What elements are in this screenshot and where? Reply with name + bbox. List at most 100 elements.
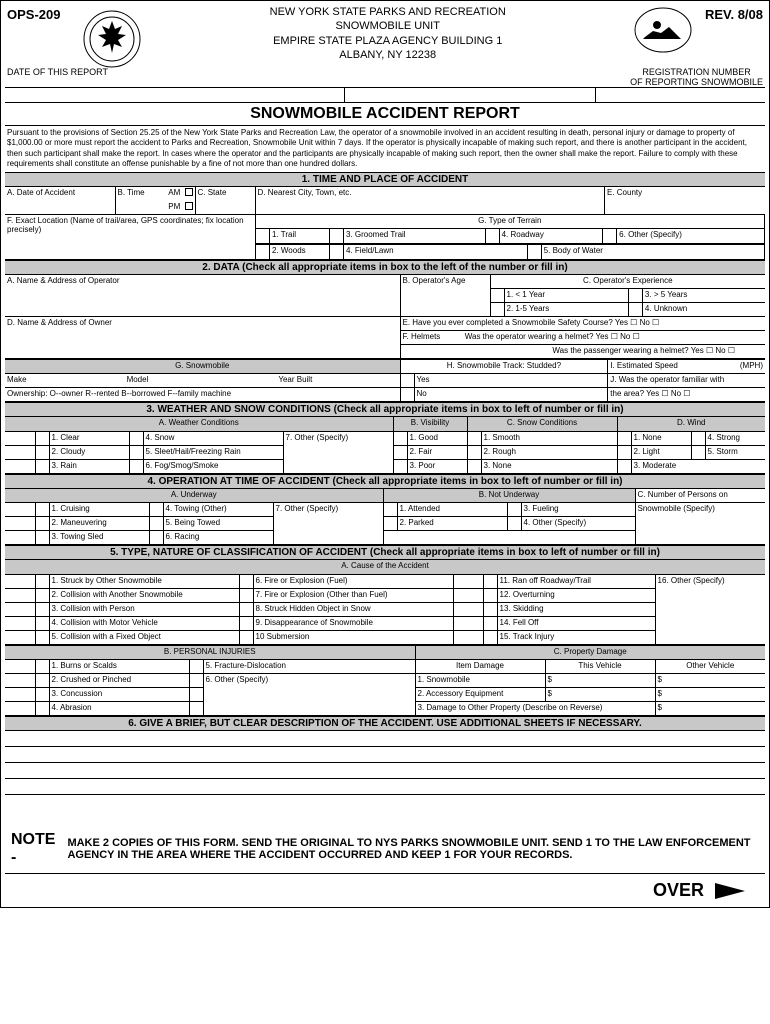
terr-2: 2. Woods: [270, 245, 330, 259]
chk[interactable]: [485, 229, 499, 243]
revision-label: REV. 8/08: [703, 5, 765, 24]
terr-7: 6. Other (Specify): [617, 229, 764, 243]
s2-yes: Yes: [414, 374, 608, 388]
reg-input-box[interactable]: [595, 88, 765, 102]
over-row: OVER: [5, 874, 765, 903]
s2-ownership[interactable]: Ownership: O--owner R--rented B--borrowe…: [5, 388, 400, 402]
s1-location[interactable]: F. Exact Location (Name of trail/area, G…: [5, 215, 255, 260]
s2-make-row[interactable]: MakeModelYear Built: [5, 374, 400, 388]
s2-g-hdr: G. Snowmobile: [5, 360, 400, 374]
s4-hc: C. Number of Persons on: [635, 489, 765, 503]
section-2-table: A. Name & Address of Operator B. Operato…: [5, 275, 765, 360]
agency-line-1: SNOWMOBILE UNIT: [142, 19, 632, 33]
section-2-snowmobile: G. Snowmobile H. Snowmobile Track: Studd…: [5, 359, 765, 402]
s1-time[interactable]: B. TimeAM: [115, 187, 195, 201]
s1-city[interactable]: D. Nearest City, Town, etc.: [255, 187, 605, 215]
desc-line[interactable]: [5, 731, 765, 747]
terr-6: 5. Body of Water: [541, 245, 764, 259]
s2-exp-hdr: C. Operator's Experience: [490, 275, 765, 289]
s4-ha: A. Underway: [5, 489, 383, 503]
form-id: OPS-209: [5, 5, 62, 24]
s3-hd: D. Wind: [617, 417, 765, 431]
terr-3: 3. Groomed Trail: [344, 229, 486, 243]
date-input-box[interactable]: [5, 88, 345, 102]
section-4-table: A. Underway B. Not Underway C. Number of…: [5, 489, 765, 546]
chk[interactable]: [256, 245, 270, 259]
section-5a-table: A. Cause of the Accident 1. Struck by Ot…: [5, 560, 765, 645]
date-report-label: DATE OF THIS REPORT: [5, 67, 108, 87]
exp-3: 3. > 5 Years: [642, 289, 765, 303]
note-text: MAKE 2 COPIES OF THIS FORM. SEND THE ORI…: [67, 837, 759, 861]
over-label: OVER: [653, 880, 704, 900]
chk[interactable]: [256, 229, 270, 243]
chk[interactable]: [330, 229, 344, 243]
subheader-row: DATE OF THIS REPORT REGISTRATION NUMBER …: [5, 67, 765, 87]
section-3-table: A. Weather Conditions B. Visibility C. S…: [5, 417, 765, 474]
s2-operator[interactable]: A. Name & Address of Operator: [5, 275, 400, 317]
terr-4: 4. Field/Lawn: [344, 245, 528, 259]
chk[interactable]: [603, 229, 617, 243]
snowmobile-logo: [633, 5, 693, 55]
section-1-header: 1. TIME AND PLACE OF ACCIDENT: [5, 172, 765, 187]
agency-header: NEW YORK STATE PARKS AND RECREATION SNOW…: [142, 5, 632, 62]
s1-date[interactable]: A. Date of Accident: [5, 187, 115, 215]
s2-j: J. Was the operator familiar with: [608, 374, 765, 388]
section-6-header: 6. GIVE A BRIEF, BUT CLEAR DESCRIPTION O…: [5, 716, 765, 731]
note-block: NOTE - MAKE 2 COPIES OF THIS FORM. SEND …: [5, 831, 765, 867]
chk[interactable]: [527, 245, 541, 259]
chk[interactable]: [490, 289, 504, 303]
s4-hb: B. Not Underway: [383, 489, 635, 503]
terr-5: 4. Roadway: [499, 229, 603, 243]
s2-j2[interactable]: the area? Yes ☐ No ☐: [608, 388, 765, 402]
exp-2: 2. 1-5 Years: [504, 303, 628, 317]
desc-line[interactable]: [5, 795, 765, 811]
chk[interactable]: [330, 245, 344, 259]
s2-safety[interactable]: E. Have you ever completed a Snowmobile …: [400, 317, 765, 331]
agency-line-3: ALBANY, NY 12238: [142, 48, 632, 62]
section-2-header: 2. DATA (Check all appropriate items in …: [5, 260, 765, 275]
parks-seal-logo: [82, 9, 142, 69]
agency-line-0: NEW YORK STATE PARKS AND RECREATION: [142, 5, 632, 19]
section-1-table: A. Date of Accident B. TimeAM C. State D…: [5, 187, 765, 260]
section-6-lines: [5, 731, 765, 811]
s2-owner[interactable]: D. Name & Address of Owner: [5, 317, 400, 359]
s2-h-hdr: H. Snowmobile Track: Studded?: [400, 360, 608, 374]
agency-line-2: EMPIRE STATE PLAZA AGENCY BUILDING 1: [142, 34, 632, 48]
desc-line[interactable]: [5, 763, 765, 779]
s3-hb: B. Visibility: [393, 417, 467, 431]
section-5bc-table: B. PERSONAL INJURIES C. Property Damage …: [5, 645, 765, 716]
s1-state[interactable]: C. State: [195, 187, 255, 215]
legal-text: Pursuant to the provisions of Section 25…: [5, 125, 765, 172]
header-row: OPS-209 NEW YORK STATE PARKS AND RECREAT…: [5, 5, 765, 69]
s2-helmets-pass[interactable]: Was the passenger wearing a helmet? Yes …: [400, 345, 765, 359]
reg-number-label: REGISTRATION NUMBER OF REPORTING SNOWMOB…: [630, 67, 765, 87]
s4-persons[interactable]: Snowmobile (Specify): [635, 503, 765, 545]
exp-1: 1. < 1 Year: [504, 289, 628, 303]
s2-no: No: [414, 388, 608, 402]
form-page: OPS-209 NEW YORK STATE PARKS AND RECREAT…: [0, 0, 770, 908]
s2-i-hdr: I. Estimated Speed(MPH): [608, 360, 765, 374]
chk[interactable]: [628, 303, 642, 317]
terr-1: 1. Trail: [270, 229, 330, 243]
s1-county[interactable]: E. County: [605, 187, 765, 215]
s1-pm[interactable]: PM: [115, 201, 195, 215]
section-3-header: 3. WEATHER AND SNOW CONDITIONS (Check al…: [5, 402, 765, 417]
s3-ha: A. Weather Conditions: [5, 417, 393, 431]
chk[interactable]: [400, 374, 414, 388]
note-label: NOTE -: [11, 831, 67, 867]
input-boxes-row: [5, 87, 765, 102]
main-title: SNOWMOBILE ACCIDENT REPORT: [5, 102, 765, 125]
desc-line[interactable]: [5, 779, 765, 795]
s2-age[interactable]: B. Operator's Age: [400, 275, 490, 317]
s1-terrain-hdr: G. Type of Terrain: [255, 215, 765, 229]
s2-helmets-op[interactable]: F. Helmets Was the operator wearing a he…: [400, 331, 765, 345]
section-4-header: 4. OPERATION AT TIME OF ACCIDENT (Check …: [5, 474, 765, 489]
section-5-header: 5. TYPE, NATURE OF CLASSIFICATION OF ACC…: [5, 545, 765, 560]
chk[interactable]: [400, 388, 414, 402]
arrow-right-icon: [715, 883, 745, 899]
chk[interactable]: [628, 289, 642, 303]
s3-hc: C. Snow Conditions: [467, 417, 617, 431]
exp-4: 4. Unknown: [642, 303, 765, 317]
chk[interactable]: [490, 303, 504, 317]
desc-line[interactable]: [5, 747, 765, 763]
